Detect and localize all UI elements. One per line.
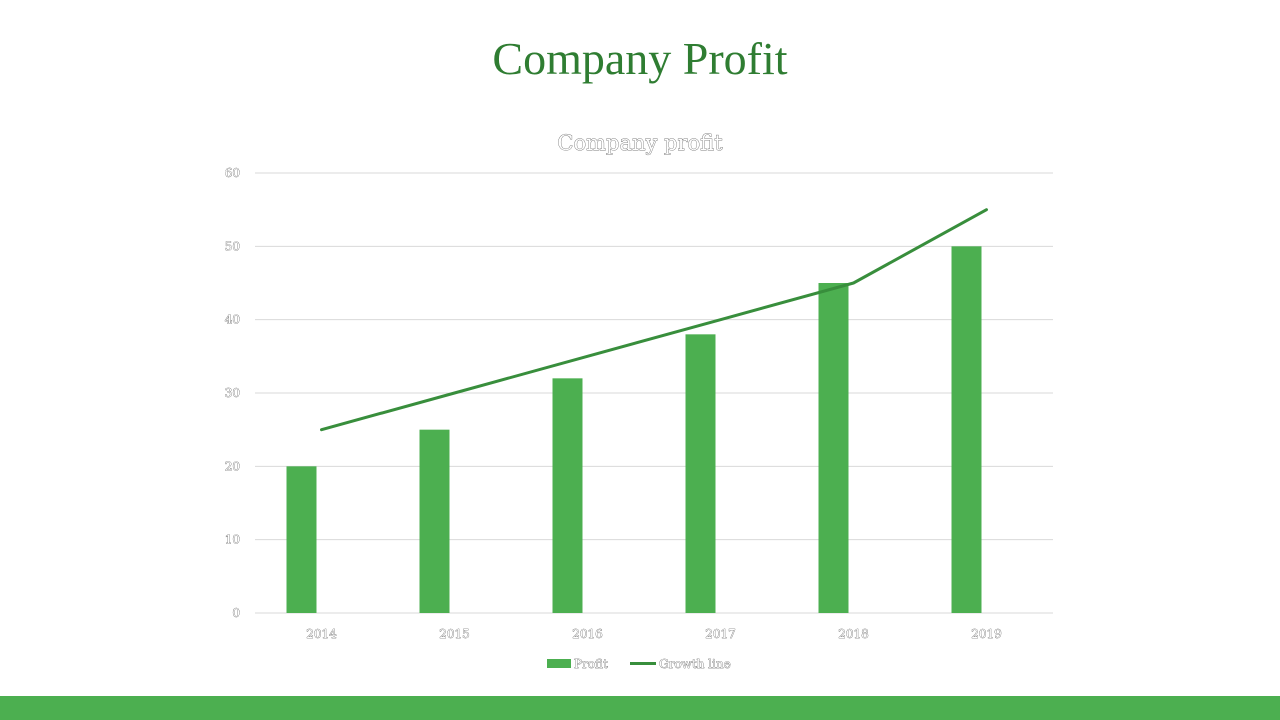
y-axis-ticks: 0 10 20 30 40 50 60	[224, 166, 240, 621]
x-tick-label: 2015	[439, 627, 470, 641]
profit-bar-2015	[419, 429, 450, 613]
y-tick-label: 40	[225, 313, 240, 327]
x-tick-label: 2016	[572, 627, 603, 641]
y-tick-label: 60	[225, 166, 240, 180]
x-tick-label: 2018	[838, 627, 869, 641]
x-axis-ticks: 2014 2015 2016 2017 2018 2019	[306, 627, 1002, 642]
y-tick-label: 30	[225, 386, 240, 400]
profit-bar-2016	[552, 378, 583, 613]
footer-bar	[0, 696, 1280, 720]
profit-bar-2017	[685, 334, 716, 613]
legend-label-profit: Profit	[574, 657, 608, 671]
profit-bar-2018	[818, 283, 849, 613]
growth-line-series	[320, 208, 988, 432]
legend-swatch-profit	[547, 659, 571, 668]
legend-label-growth-line: Growth line	[659, 657, 731, 671]
x-tick-label: 2019	[971, 627, 1002, 641]
y-tick-label: 10	[225, 533, 240, 547]
legend: Profit Growth line	[547, 657, 731, 671]
slide-title: Company Profit	[492, 33, 788, 84]
y-tick-label: 20	[225, 459, 240, 473]
chart-title: Company profit	[557, 131, 723, 155]
x-tick-label: 2014	[306, 627, 337, 641]
profit-bar-2014	[286, 466, 317, 613]
growth-line	[320, 208, 988, 432]
y-tick-label: 0	[232, 606, 240, 620]
profit-bar-2019	[951, 246, 982, 614]
x-tick-label: 2017	[705, 627, 736, 641]
profit-bars	[286, 246, 982, 614]
y-tick-label: 50	[225, 239, 240, 253]
